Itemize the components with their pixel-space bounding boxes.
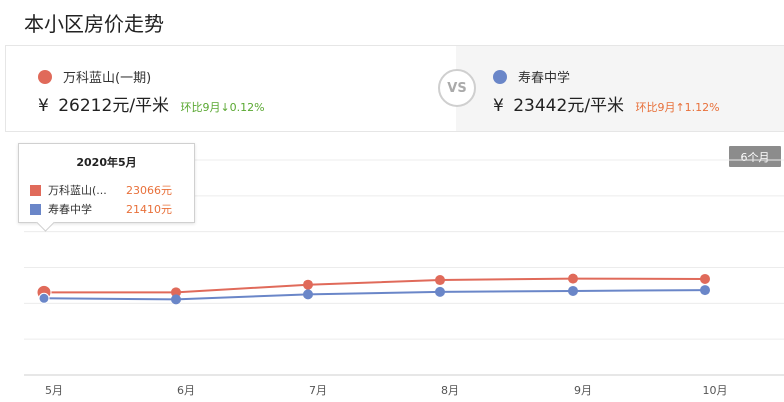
x-tick-label: 7月 bbox=[309, 384, 327, 397]
estate-right-price-value: 23442元/平米 bbox=[513, 96, 625, 116]
tooltip-series-label: 寿春中学 bbox=[48, 203, 92, 216]
tooltip-row: 万科蓝山(... 23066元 bbox=[30, 182, 190, 198]
vs-badge: VS bbox=[438, 69, 476, 107]
estate-right: 寿春中学 ¥ 23442元/平米 环比9月↑1.12% bbox=[456, 46, 784, 131]
tooltip-swatch-icon bbox=[30, 184, 41, 196]
estate-right-change: 环比9月↑1.12% bbox=[635, 101, 720, 114]
data-point bbox=[435, 286, 445, 297]
estate-right-name-text: 寿春中学 bbox=[518, 71, 571, 86]
tooltip-series-value: 23066元 bbox=[126, 184, 172, 197]
data-point bbox=[171, 287, 181, 298]
series-line bbox=[43, 289, 706, 301]
estate-left: 万科蓝山(一期) ¥ 26212元/平米 环比9月↓0.12% bbox=[6, 46, 456, 131]
estate-left-name-text: 万科蓝山(一期) bbox=[63, 71, 152, 86]
data-point bbox=[303, 289, 313, 300]
compare-panel: 万科蓝山(一期) ¥ 26212元/平米 环比9月↓0.12% 寿春中学 ¥ 2… bbox=[5, 45, 784, 132]
estate-left-price: ¥ 26212元/平米 环比9月↓0.12% bbox=[38, 91, 265, 116]
tooltip-series-value: 21410元 bbox=[126, 203, 172, 216]
estate-right-name: 寿春中学 bbox=[493, 67, 570, 86]
estate-left-name: 万科蓝山(一期) bbox=[38, 67, 151, 86]
estate-left-currency: ¥ bbox=[38, 96, 49, 116]
tooltip-title: 2020年5月 bbox=[76, 156, 137, 169]
estate-right-price: ¥ 23442元/平米 环比9月↑1.12% bbox=[493, 91, 720, 116]
data-point bbox=[38, 292, 50, 304]
data-point bbox=[435, 275, 445, 286]
estate-left-change: 环比9月↓0.12% bbox=[180, 101, 265, 114]
tooltip-row: 寿春中学 21410元 bbox=[30, 201, 190, 217]
chart-tooltip: 2020年5月 万科蓝山(... 23066元 寿春中学 21410元 bbox=[18, 143, 195, 223]
page-title: 本小区房价走势 bbox=[24, 12, 164, 36]
series-line bbox=[44, 277, 706, 294]
data-point bbox=[700, 285, 710, 296]
data-point bbox=[568, 285, 578, 296]
tooltip-series-label: 万科蓝山(... bbox=[48, 184, 107, 197]
price-trend-chart: 5月 6月 7月 8月 9月 10月 bbox=[24, 159, 784, 397]
data-point bbox=[303, 279, 313, 290]
estate-right-currency: ¥ bbox=[493, 96, 504, 116]
x-tick-label: 10月 bbox=[703, 384, 728, 397]
x-tick-label: 8月 bbox=[441, 384, 459, 397]
data-point bbox=[171, 294, 181, 305]
estate-left-price-value: 26212元/平米 bbox=[58, 96, 170, 116]
x-tick-label: 6月 bbox=[177, 384, 195, 397]
estate-left-color-dot-icon bbox=[38, 69, 52, 84]
x-tick-label: 5月 bbox=[45, 384, 63, 397]
estate-right-color-dot-icon bbox=[493, 69, 507, 84]
data-point bbox=[700, 273, 710, 284]
x-tick-label: 9月 bbox=[574, 384, 592, 397]
data-point bbox=[568, 273, 578, 284]
tooltip-swatch-icon bbox=[30, 203, 41, 215]
